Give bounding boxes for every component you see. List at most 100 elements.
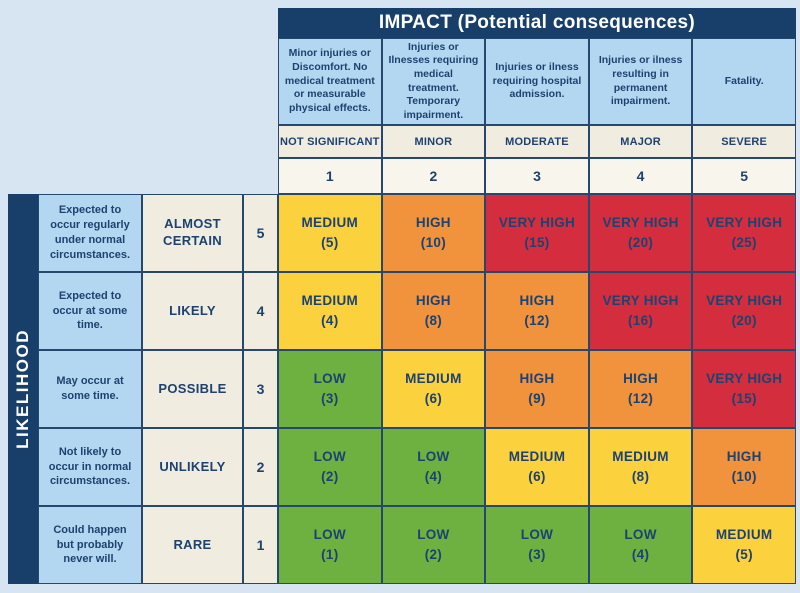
- impact-description: Minor injuries or Discomfort. No medical…: [278, 38, 382, 125]
- risk-cell: MEDIUM (5): [278, 194, 382, 272]
- risk-score: (16): [627, 313, 654, 328]
- risk-cell: VERY HIGH (20): [692, 272, 796, 350]
- risk-level-label: MEDIUM: [715, 527, 773, 543]
- impact-rating-value: 3: [485, 158, 589, 194]
- risk-cell: LOW (2): [278, 428, 382, 506]
- likelihood-rating-value: 3: [243, 350, 278, 428]
- risk-score: (10): [731, 469, 757, 484]
- impact-severity-label: MAJOR: [588, 125, 693, 158]
- risk-level-label: LOW: [520, 527, 554, 543]
- risk-cell: HIGH (10): [381, 194, 486, 272]
- risk-cell: HIGH (9): [485, 350, 589, 428]
- risk-cell: LOW (4): [381, 428, 486, 506]
- risk-level-label: VERY HIGH: [706, 215, 783, 231]
- likelihood-rating-value: 5: [243, 194, 278, 272]
- risk-cell: VERY HIGH (16): [588, 272, 693, 350]
- risk-cell: LOW (3): [485, 506, 589, 584]
- impact-description: Injuries or ilness requiring hospital ad…: [485, 38, 589, 125]
- risk-level-label: LOW: [313, 449, 346, 465]
- risk-cell: HIGH (12): [485, 272, 589, 350]
- risk-score: (4): [424, 469, 443, 484]
- likelihood-description: Could happen but probably never will.: [38, 506, 142, 584]
- risk-level-label: MEDIUM: [301, 215, 359, 231]
- impact-description: Injuries or Ilnesses requiring medical t…: [381, 38, 486, 125]
- risk-cell: LOW (4): [588, 506, 693, 584]
- risk-level-label: VERY HIGH: [602, 215, 679, 231]
- risk-cell: LOW (1): [278, 506, 382, 584]
- risk-score: (10): [420, 235, 446, 250]
- risk-cell: LOW (2): [381, 506, 486, 584]
- risk-cell: MEDIUM (6): [485, 428, 589, 506]
- risk-score: (4): [631, 547, 650, 562]
- risk-cell: VERY HIGH (20): [588, 194, 693, 272]
- risk-score: (6): [528, 469, 546, 484]
- risk-level-label: MEDIUM: [612, 449, 669, 465]
- risk-score: (1): [321, 547, 339, 562]
- impact-rating-value: 1: [278, 158, 382, 194]
- likelihood-label: ALMOST CERTAIN: [142, 194, 243, 272]
- risk-level-label: HIGH: [519, 293, 555, 309]
- impact-header: IMPACT (Potential consequences): [278, 8, 796, 38]
- impact-severity-label: MODERATE: [485, 125, 589, 158]
- likelihood-rating-value: 1: [243, 506, 278, 584]
- impact-severity-label: SEVERE: [692, 125, 796, 158]
- risk-score: (8): [424, 313, 443, 328]
- risk-matrix-grid: IMPACT (Potential consequences) LIKELIHO…: [8, 8, 796, 584]
- impact-description: Fatality.: [692, 38, 796, 125]
- risk-score: (15): [524, 235, 550, 250]
- risk-cell: HIGH (10): [692, 428, 796, 506]
- risk-cell: VERY HIGH (25): [692, 194, 796, 272]
- risk-cell: HIGH (12): [588, 350, 693, 428]
- likelihood-description: Expected to occur regularly under normal…: [38, 194, 142, 272]
- risk-score: (25): [731, 235, 757, 250]
- risk-level-label: HIGH: [519, 371, 555, 387]
- risk-score: (5): [735, 547, 753, 562]
- impact-rating-value: 4: [588, 158, 693, 194]
- risk-score: (20): [731, 313, 757, 328]
- risk-cell: MEDIUM (8): [588, 428, 693, 506]
- risk-cell: MEDIUM (4): [278, 272, 382, 350]
- likelihood-header: LIKELIHOOD: [8, 194, 38, 584]
- risk-score: (9): [528, 391, 546, 406]
- likelihood-header-label: LIKELIHOOD: [13, 329, 32, 449]
- risk-score: (6): [424, 391, 443, 406]
- likelihood-rating-value: 2: [243, 428, 278, 506]
- impact-rating-value: 5: [692, 158, 796, 194]
- risk-cell: HIGH (8): [381, 272, 486, 350]
- likelihood-description: Not likely to occur in normal circumstan…: [38, 428, 142, 506]
- likelihood-rating-value: 4: [243, 272, 278, 350]
- likelihood-label: UNLIKELY: [142, 428, 243, 506]
- likelihood-label: LIKELY: [142, 272, 243, 350]
- risk-score: (3): [321, 391, 339, 406]
- risk-score: (20): [627, 235, 654, 250]
- risk-score: (12): [627, 391, 654, 406]
- risk-level-label: HIGH: [726, 449, 762, 465]
- risk-score: (2): [424, 547, 443, 562]
- risk-cell: MEDIUM (6): [381, 350, 486, 428]
- risk-level-label: HIGH: [415, 293, 451, 309]
- likelihood-description: May occur at some time.: [38, 350, 142, 428]
- risk-score: (15): [731, 391, 757, 406]
- risk-cell: VERY HIGH (15): [692, 350, 796, 428]
- likelihood-label: RARE: [142, 506, 243, 584]
- impact-rating-value: 2: [381, 158, 486, 194]
- risk-level-label: MEDIUM: [301, 293, 359, 309]
- risk-score: (12): [524, 313, 550, 328]
- risk-score: (4): [321, 313, 339, 328]
- risk-score: (3): [528, 547, 546, 562]
- risk-level-label: LOW: [417, 527, 450, 543]
- risk-cell: LOW (3): [278, 350, 382, 428]
- risk-level-label: VERY HIGH: [706, 293, 783, 309]
- risk-level-label: HIGH: [415, 215, 451, 231]
- likelihood-label: POSSIBLE: [142, 350, 243, 428]
- impact-severity-label: MINOR: [381, 125, 486, 158]
- risk-level-label: LOW: [313, 371, 346, 387]
- risk-score: (8): [631, 469, 650, 484]
- risk-level-label: MEDIUM: [405, 371, 462, 387]
- risk-level-label: HIGH: [623, 371, 659, 387]
- risk-score: (5): [321, 235, 339, 250]
- risk-level-label: LOW: [417, 449, 450, 465]
- risk-level-label: LOW: [313, 527, 346, 543]
- impact-description: Injuries or ilness resulting in permanen…: [588, 38, 693, 125]
